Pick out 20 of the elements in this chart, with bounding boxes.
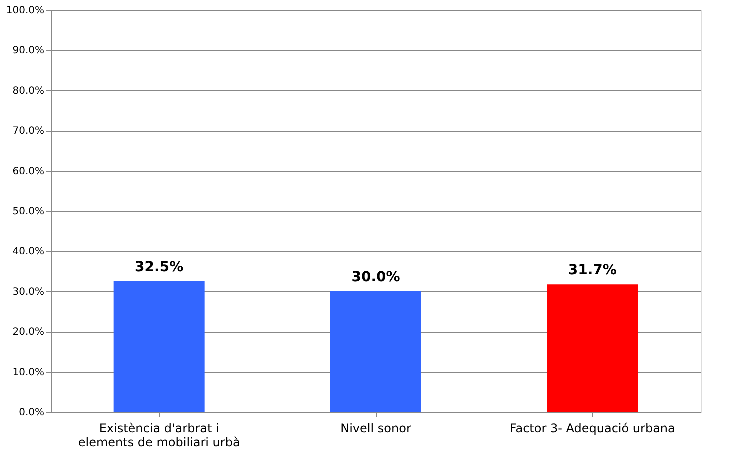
data-label: 30.0% [352, 269, 400, 286]
y-tick-label: 70.0% [12, 126, 44, 138]
bar [114, 281, 205, 412]
bar [547, 284, 638, 412]
y-tick-label: 30.0% [12, 286, 44, 298]
data-label: 31.7% [568, 262, 617, 279]
y-tick-label: 20.0% [12, 327, 44, 338]
y-tick-label: 0.0% [19, 408, 44, 418]
x-tick-label: Factor 3- Adequació urbana [510, 422, 676, 436]
y-tick-label: 10.0% [12, 367, 44, 378]
data-label: 32.5% [135, 259, 184, 276]
y-tick-label: 50.0% [12, 206, 44, 218]
x-tick-label: Existència d'arbrat i elements de mobiliari urbà [78, 422, 240, 450]
y-tick-label: 100.0% [6, 6, 44, 16]
y-tick-label: 40.0% [12, 246, 44, 258]
bar [330, 291, 422, 412]
y-tick-label: 80.0% [12, 86, 44, 97]
y-tick-label: 60.0% [12, 166, 44, 178]
x-tick-label: Nivell sonor [340, 422, 412, 436]
y-tick-label: 90.0% [12, 46, 44, 57]
